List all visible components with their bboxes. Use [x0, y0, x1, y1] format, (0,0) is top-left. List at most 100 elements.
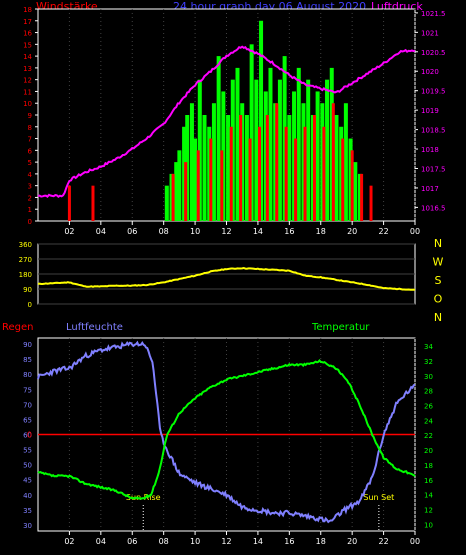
y-tick-label-wind: 0	[28, 218, 32, 226]
compass-label: N	[434, 237, 442, 250]
temp-humidity-panel: Regen Luftfeuchte Temperatur 30 35 40 45 50 55 60…	[2, 322, 433, 546]
wind-speed-bar	[248, 138, 252, 221]
x-tick-label: 06	[127, 537, 137, 546]
x-tick-label: 16	[284, 227, 294, 236]
wind-gust-bar	[310, 115, 315, 221]
y-tick-label-wind: 16	[23, 30, 32, 38]
y-tick-label-humidity: 65	[23, 416, 32, 424]
x-tick-label: 22	[378, 537, 388, 546]
x-tick-label: 02	[64, 227, 74, 236]
wind-speed-bar	[369, 185, 373, 221]
wind-gust-bar	[185, 115, 190, 221]
y-tick-label-temperature: 16	[424, 477, 433, 485]
wind-gust-bar	[202, 115, 207, 221]
y-tick-label-wind: 4	[28, 171, 33, 179]
y-tick-label-wind: 14	[23, 53, 32, 61]
y-tick-label-wind: 3	[28, 183, 32, 191]
wind-gust-bar	[207, 126, 212, 221]
wind-gust-bar	[164, 185, 169, 221]
wind-gust-bar	[320, 103, 325, 221]
wind-speed-bar	[294, 138, 298, 221]
y-tick-label-pressure: 1019.5	[421, 88, 446, 96]
wind-gust-bar	[226, 115, 231, 221]
y-tick-label-temperature: 22	[424, 432, 433, 440]
wind-speed-bar	[265, 115, 269, 221]
y-tick-label-temperature: 12	[424, 506, 433, 514]
legend-temperature: Temperatur	[311, 322, 370, 333]
y-tick-label-pressure: 1016.5	[421, 204, 446, 212]
y-tick-label-temperature: 24	[424, 417, 433, 425]
x-tick-label: 08	[159, 537, 169, 546]
x-tick-label: 08	[159, 227, 169, 236]
wind-gust-bar	[358, 173, 363, 221]
y-tick-label-humidity: 55	[23, 447, 32, 455]
y-tick-label-wind: 12	[23, 77, 32, 85]
y-tick-label-humidity: 35	[23, 507, 32, 515]
y-tick-label-pressure: 1018.5	[421, 127, 446, 135]
y-tick-label-wind: 8	[28, 124, 32, 132]
wind-gust-bar	[301, 103, 306, 221]
compass-label: N	[434, 311, 442, 324]
compass-label: O	[434, 293, 443, 306]
y-tick-label-pressure: 1021.5	[421, 10, 446, 18]
wind-speed-bar	[196, 150, 200, 221]
wind-gust-bar	[211, 103, 216, 221]
pressure-line	[37, 45, 416, 199]
compass-label: S	[435, 274, 442, 287]
wind-gust-bar	[343, 103, 348, 221]
wind-gust-bar	[339, 126, 344, 221]
y-tick-label-wind: 10	[23, 100, 32, 108]
wind-gust-bar	[240, 103, 245, 221]
wind-speed-bar	[303, 126, 307, 221]
wind-gust-bar	[296, 67, 301, 221]
wind-gust-bar	[216, 56, 221, 221]
wind-speed-bar	[331, 103, 335, 221]
y-tick-label-pressure: 1020.5	[421, 49, 446, 57]
y-tick-label-wind: 6	[28, 147, 33, 155]
wind-gust-bar	[254, 79, 259, 222]
x-tick-label: 18	[316, 227, 326, 236]
wind-gust-bar	[189, 103, 194, 221]
humidity-line	[37, 340, 416, 524]
y-tick-label-pressure: 1017.5	[421, 165, 446, 173]
x-tick-label: 10	[190, 537, 200, 546]
y-tick-label-humidity: 60	[23, 432, 32, 440]
x-tick-label: 20	[347, 227, 357, 236]
y-tick-label-wind: 15	[23, 41, 32, 49]
wind-speed-bar	[257, 126, 261, 221]
wind-speed-bar	[322, 126, 326, 221]
wind-speed-bar	[341, 138, 345, 221]
wind-gust-bar	[169, 173, 174, 221]
wind-gust-bar	[334, 115, 339, 221]
y-tick-label-wind: 5	[28, 159, 32, 167]
wind-gust-bar	[230, 79, 235, 222]
y-tick-label-pressure: 1019	[421, 107, 439, 115]
x-tick-label: 20	[347, 537, 357, 546]
x-tick-label: 12	[221, 227, 231, 236]
wind-gust-bar	[221, 91, 226, 221]
wind-speed-bar	[284, 126, 288, 221]
x-tick-label: 14	[253, 227, 263, 236]
wind-speed-bar	[229, 126, 233, 221]
x-tick-label: 22	[378, 227, 388, 236]
y-tick-label-wind: 11	[23, 88, 32, 96]
y-tick-label-direction: 180	[19, 271, 32, 279]
y-tick-label-wind: 2	[28, 194, 32, 202]
x-tick-label: 04	[96, 227, 106, 236]
wind-gust-bar	[244, 115, 249, 221]
x-tick-label: 18	[316, 537, 326, 546]
y-tick-label-temperature: 10	[424, 521, 433, 529]
y-tick-label-pressure: 1018	[421, 146, 439, 154]
wind-gust-bar	[287, 115, 292, 221]
x-tick-label: 14	[253, 537, 263, 546]
legend-humidity: Luftfeuchte	[66, 322, 123, 333]
wind-speed-bar	[360, 173, 364, 221]
y-tick-label-humidity: 90	[23, 341, 32, 349]
y-tick-label-pressure: 1017	[421, 185, 439, 193]
x-tick-label: 06	[127, 227, 137, 236]
wind-speed-bar	[220, 150, 224, 221]
wind-gust-bar	[259, 20, 264, 222]
wind-direction-line	[37, 266, 416, 291]
